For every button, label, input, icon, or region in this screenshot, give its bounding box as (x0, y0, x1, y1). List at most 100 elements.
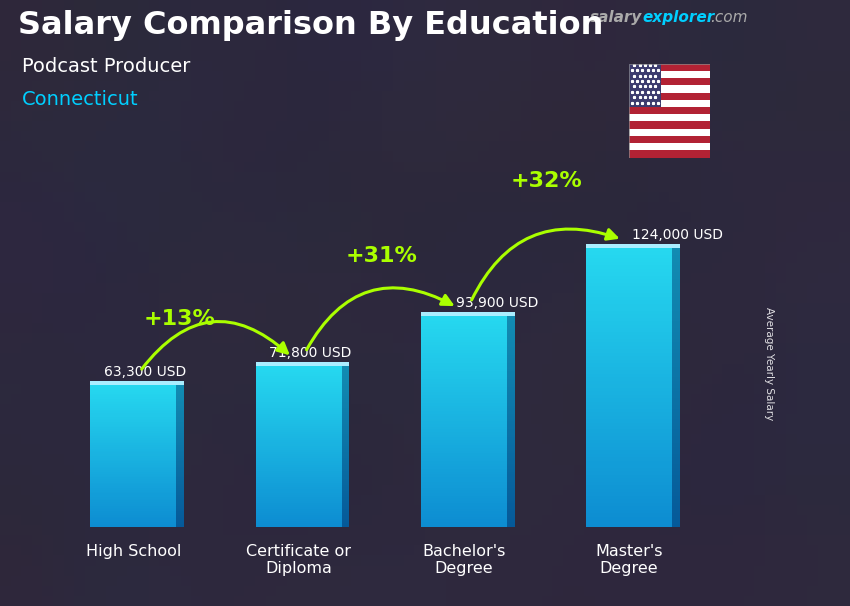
Bar (507, 326, 514, 329)
Bar (90, 516, 176, 518)
Bar (256, 428, 342, 430)
Bar (507, 335, 514, 337)
Bar (421, 321, 507, 324)
Bar (342, 525, 349, 527)
Bar (176, 422, 184, 424)
Bar (507, 398, 514, 401)
Text: .com: .com (710, 10, 747, 25)
Bar (586, 384, 672, 388)
Bar (256, 483, 342, 485)
Bar (342, 374, 349, 376)
Bar (421, 506, 507, 508)
Bar (342, 497, 349, 499)
Bar (507, 490, 514, 493)
Text: +32%: +32% (511, 171, 582, 191)
Bar (507, 331, 514, 335)
Bar (421, 451, 507, 453)
Bar (342, 432, 349, 435)
Bar (507, 321, 514, 324)
Bar (176, 510, 184, 511)
Bar (256, 509, 342, 511)
Bar (90, 482, 176, 484)
Bar (507, 506, 514, 508)
Bar (672, 311, 680, 315)
Bar (90, 520, 176, 522)
Bar (342, 495, 349, 497)
Bar (256, 374, 342, 376)
Bar (672, 524, 680, 527)
Bar (90, 387, 176, 388)
Bar (90, 511, 176, 513)
Bar (90, 484, 176, 486)
Bar (90, 518, 176, 520)
Bar (586, 255, 672, 258)
Bar (586, 345, 672, 349)
Bar (256, 410, 342, 412)
Bar (176, 436, 184, 438)
Bar (421, 364, 507, 366)
Bar (342, 404, 349, 406)
Bar (507, 419, 514, 422)
Text: salary: salary (590, 10, 643, 25)
Bar (586, 293, 672, 297)
Bar (586, 301, 672, 304)
Bar (90, 381, 184, 385)
Bar (342, 509, 349, 511)
Bar (507, 519, 514, 522)
Bar (176, 482, 184, 484)
Bar (586, 370, 672, 374)
Bar (256, 493, 342, 495)
Bar (586, 478, 672, 482)
Bar (672, 374, 680, 377)
Bar (256, 388, 342, 390)
Bar (507, 345, 514, 347)
Bar (342, 365, 349, 368)
Bar (256, 362, 349, 365)
Bar (629, 71, 710, 78)
Bar (342, 418, 349, 420)
Bar (256, 390, 342, 392)
Bar (672, 377, 680, 381)
Bar (586, 381, 672, 384)
Bar (507, 329, 514, 331)
Bar (507, 467, 514, 469)
Bar (256, 402, 342, 404)
Bar (176, 514, 184, 516)
Bar (176, 486, 184, 488)
Bar (256, 497, 342, 499)
Bar (421, 371, 507, 374)
Bar (507, 482, 514, 485)
Bar (507, 474, 514, 477)
Bar (342, 408, 349, 410)
Bar (90, 388, 176, 390)
Bar (256, 459, 342, 461)
Bar (586, 517, 672, 520)
Bar (90, 472, 176, 474)
Bar (672, 440, 680, 444)
Bar (90, 436, 176, 438)
Bar (672, 301, 680, 304)
Bar (672, 307, 680, 311)
Bar (672, 283, 680, 287)
Bar (256, 414, 342, 416)
Bar (90, 513, 176, 514)
Bar (256, 485, 342, 487)
Bar (90, 499, 176, 501)
Bar (672, 342, 680, 345)
Bar (507, 374, 514, 376)
Text: +31%: +31% (345, 246, 417, 266)
Bar (586, 513, 672, 517)
Bar (90, 506, 176, 508)
Bar (586, 335, 672, 339)
Bar (586, 426, 672, 430)
Bar (342, 396, 349, 398)
Bar (90, 440, 176, 442)
Bar (586, 258, 672, 262)
Bar (256, 432, 342, 435)
Bar (586, 402, 672, 405)
Text: Podcast Producer: Podcast Producer (22, 57, 190, 76)
Bar (507, 508, 514, 511)
Bar (421, 345, 507, 347)
Bar (342, 454, 349, 456)
Bar (629, 121, 710, 128)
